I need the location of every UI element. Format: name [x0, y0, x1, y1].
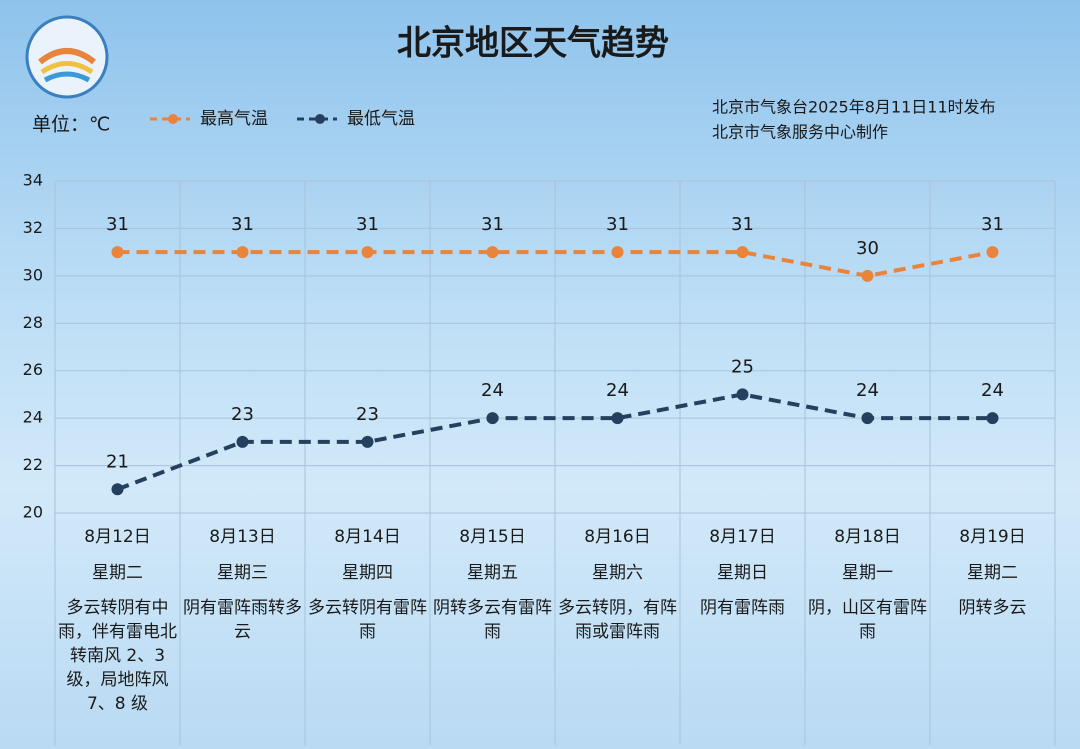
date-label: 8月18日: [834, 527, 901, 547]
note: 北京市气象台2025年8月11日11时发布: [712, 98, 996, 117]
y-tick-label: 26: [23, 360, 43, 379]
weather-label: 阴转多云: [958, 598, 1027, 618]
weekday-label: 星期二: [92, 563, 143, 583]
series-line: [116, 392, 993, 492]
note: 北京市气象服务中心制作: [712, 123, 888, 142]
date-label: 8月15日: [459, 527, 526, 547]
value-label: 23: [231, 404, 254, 425]
value-label: 31: [106, 214, 129, 235]
date-label: 8月14日: [334, 527, 401, 547]
data-point: [611, 246, 624, 259]
value-label: 31: [231, 214, 254, 235]
data-point: [986, 412, 999, 425]
weekday-label: 星期日: [717, 563, 768, 583]
value-label: 21: [106, 451, 129, 472]
value-label: 31: [981, 214, 1004, 235]
value-label: 24: [481, 380, 504, 401]
data-point: [236, 435, 249, 448]
data-point: [486, 412, 499, 425]
date-label: 8月19日: [959, 527, 1026, 547]
weekday-label: 星期四: [342, 563, 393, 583]
value-label: 24: [981, 380, 1004, 401]
y-tick-label: 22: [23, 455, 43, 474]
y-tick-label: 30: [23, 265, 43, 284]
data-point: [986, 246, 999, 259]
y-tick-label: 24: [23, 408, 43, 427]
y-tick-label: 32: [23, 218, 43, 237]
data-point: [736, 388, 749, 401]
value-label: 31: [356, 214, 379, 235]
weather-label: 阴有雷阵雨: [700, 598, 785, 618]
weekday-label: 星期一: [842, 563, 893, 583]
value-label: 24: [856, 380, 879, 401]
series-line: [117, 250, 993, 278]
weather-label: 多云转阴，有阵雨或雷阵雨: [558, 598, 677, 642]
value-label: 30: [856, 238, 879, 259]
weather-label: 阴转多云有雷阵雨: [433, 598, 552, 642]
unit-label: 单位：℃: [32, 114, 110, 136]
weekday-label: 星期二: [967, 563, 1018, 583]
weekday-label: 星期五: [467, 563, 518, 583]
weather-label: 阴，山区有雷阵雨: [808, 598, 927, 642]
legend-label: 最高气温: [200, 109, 268, 129]
value-label: 25: [731, 356, 754, 377]
chart-title: 北京地区天气趋势: [397, 24, 669, 64]
date-label: 8月12日: [84, 527, 151, 547]
data-point: [611, 412, 624, 425]
data-point: [486, 246, 499, 259]
weekday-label: 星期六: [592, 563, 643, 583]
data-point: [361, 246, 374, 259]
value-label: 31: [606, 214, 629, 235]
data-point: [111, 483, 124, 496]
data-point: [861, 412, 874, 425]
weather-label: 多云转阴有中雨，伴有雷电北转南风 2、3 级，局地阵风 7、8 级: [58, 598, 177, 714]
date-label: 8月16日: [584, 527, 651, 547]
value-label: 31: [731, 214, 754, 235]
value-label: 23: [356, 404, 379, 425]
weather-label: 多云转阴有雷阵雨: [308, 598, 427, 642]
y-tick-label: 20: [23, 503, 43, 522]
date-label: 8月13日: [209, 527, 276, 547]
data-point: [111, 246, 124, 259]
legend-marker: [315, 114, 325, 124]
y-tick-label: 34: [23, 171, 43, 190]
weekday-label: 星期三: [217, 563, 268, 583]
data-point: [861, 269, 874, 282]
y-tick-label: 28: [23, 313, 43, 332]
value-label: 31: [481, 214, 504, 235]
logo: [25, 15, 109, 99]
weather-label: 阴有雷阵雨转多云: [183, 598, 302, 642]
value-label: 24: [606, 380, 629, 401]
date-label: 8月17日: [709, 527, 776, 547]
legend-marker: [168, 114, 178, 124]
data-point: [361, 435, 374, 448]
legend-label: 最低气温: [347, 109, 415, 129]
data-point: [736, 246, 749, 259]
data-point: [236, 246, 249, 259]
